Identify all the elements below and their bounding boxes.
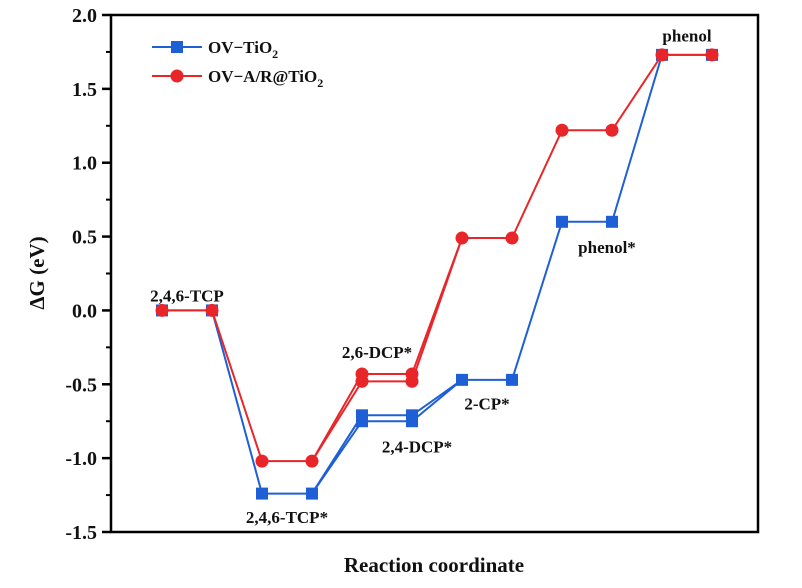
y-tick-label: 1.0 (72, 153, 97, 175)
y-axis-label: ΔG (eV) (25, 236, 49, 309)
data-point (356, 415, 368, 428)
annotation-label: 2-CP* (464, 394, 509, 413)
annotations: 2,4,6-TCP 2,4,6-TCP* 2,6-DCP* 2,4-DCP* 2-CP*… (150, 27, 712, 528)
data-point (406, 415, 418, 428)
data-point (456, 373, 468, 386)
annotation-label: phenol* (578, 238, 636, 257)
annotation-label: 2,4,6-TCP (150, 287, 224, 306)
data-point (455, 231, 469, 245)
data-point (405, 374, 419, 388)
data-point (505, 231, 519, 245)
data-point (256, 487, 268, 500)
x-axis-label: Reaction coordinate (344, 553, 524, 577)
series-0 (156, 48, 718, 500)
annotation-label: 2,4-DCP* (382, 437, 452, 456)
legend-label: OV−A/R@TiO2 (208, 67, 323, 90)
data-point (306, 487, 318, 500)
legend: OV−TiO2 OV−A/R@TiO2 (152, 38, 323, 90)
data-point (605, 123, 619, 137)
y-tick-label: 0.0 (72, 300, 97, 322)
data-point (556, 215, 568, 228)
data-point (555, 123, 569, 137)
series-line (162, 53, 712, 463)
y-tick-label: -1.5 (65, 522, 97, 544)
series-line (162, 53, 712, 495)
legend-marker (170, 69, 184, 83)
y-tick-label: 1.5 (72, 79, 97, 101)
data-point (255, 454, 269, 468)
legend-label: OV−TiO2 (208, 38, 278, 61)
data-point (606, 215, 618, 228)
series-layer (155, 48, 719, 500)
data-point (305, 454, 319, 468)
legend-marker (171, 41, 183, 53)
y-tick-label: 0.5 (72, 227, 97, 249)
annotation-label: 2,4,6-TCP* (246, 508, 328, 527)
y-tick-label: -0.5 (65, 374, 97, 396)
data-point (205, 303, 219, 317)
y-tick-label: 2.0 (72, 5, 97, 27)
series-branch-line (311, 379, 463, 495)
y-axis: -1.5 -1.0 -0.5 0.0 0.5 1.0 1.5 2.0 (65, 5, 111, 544)
data-point (655, 48, 669, 62)
series-branch-line (311, 237, 463, 462)
series-1 (155, 48, 719, 468)
data-point (705, 48, 719, 62)
y-tick-label: -1.0 (65, 448, 97, 470)
data-point (155, 303, 169, 317)
data-point (506, 373, 518, 386)
annotation-label: 2,6-DCP* (342, 343, 412, 362)
annotation-label: phenol (662, 27, 711, 46)
data-point (355, 374, 369, 388)
